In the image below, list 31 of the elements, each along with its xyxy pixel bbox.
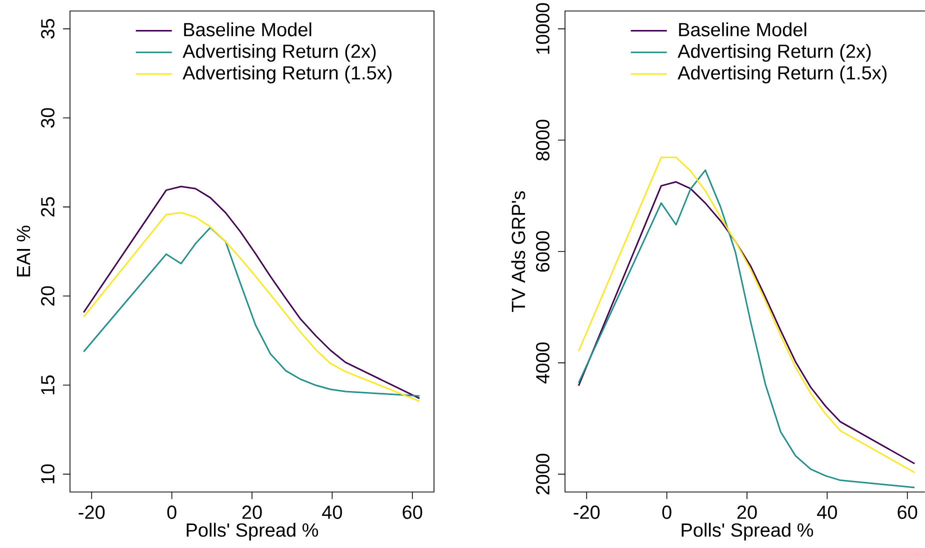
y-tick-label: 4000	[536, 342, 550, 384]
y-tick-label: 6000	[536, 231, 550, 272]
legend-label: Advertising Return (2x)	[182, 44, 376, 62]
x-axis-title: Polls' Spread %	[682, 522, 814, 541]
y-tick-label: 10000	[536, 3, 550, 54]
y-tick-label: 15	[41, 375, 54, 394]
y-tick-label: 25	[41, 197, 54, 217]
x-tick-label: 60	[402, 506, 422, 519]
y-tick-label: 20	[41, 286, 54, 306]
x-tick-label: 60	[898, 506, 918, 519]
legend-label: Advertising Return (2x)	[678, 44, 871, 62]
y-axis-title: EAI %	[16, 226, 30, 276]
x-tick-label: 40	[322, 506, 342, 519]
y-tick-label: 2000	[536, 454, 550, 494]
x-axis-title: Polls' Spread %	[186, 522, 318, 541]
y-tick-label: 35	[41, 19, 54, 39]
x-tick-label: 40	[817, 506, 837, 519]
x-tick-label: 0	[662, 506, 672, 519]
y-tick-label: 8000	[536, 120, 550, 160]
x-tick-label: 20	[242, 506, 262, 519]
legend-label: Advertising Return (1.5x)	[678, 66, 886, 84]
y-axis-title: TV Ads GRP's	[511, 191, 526, 312]
y-tick-label: 10	[41, 464, 54, 484]
x-tick-label: 20	[737, 506, 757, 519]
legend-label: Baseline Model	[679, 22, 806, 36]
y-tick-label: 30	[41, 108, 54, 128]
legend-label: Baseline Model	[184, 22, 312, 36]
x-tick-label: -20	[78, 506, 105, 519]
x-tick-label: 0	[167, 506, 176, 519]
x-tick-label: -20	[574, 506, 600, 519]
legend-label: Advertising Return (1.5x)	[182, 66, 392, 84]
